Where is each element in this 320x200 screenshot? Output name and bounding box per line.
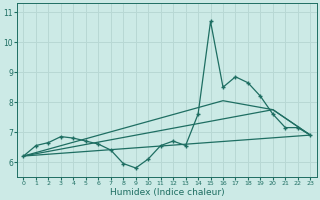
- X-axis label: Humidex (Indice chaleur): Humidex (Indice chaleur): [109, 188, 224, 197]
